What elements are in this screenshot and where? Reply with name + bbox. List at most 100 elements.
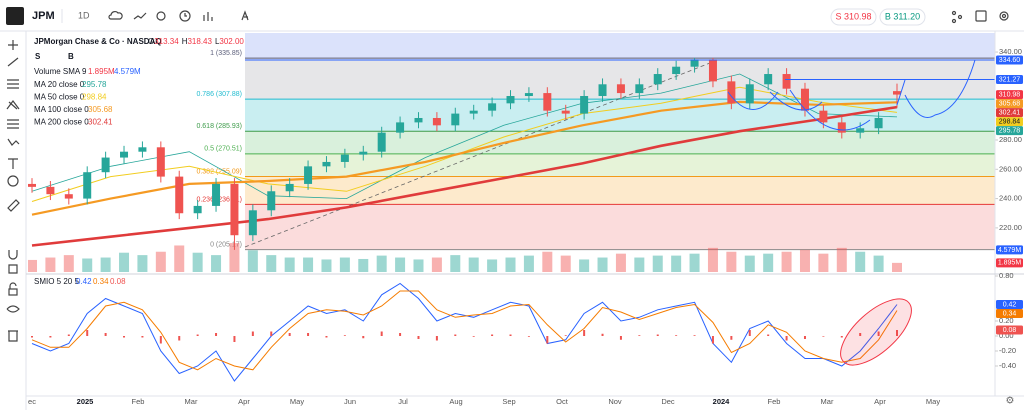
histogram-bar [67, 334, 70, 336]
candle-body [672, 66, 681, 75]
volume-badge [996, 258, 1023, 268]
histogram-bar [233, 336, 236, 342]
histogram-bar [380, 331, 383, 336]
candle-body [708, 59, 717, 82]
buy-price[interactable]: B 311.20 [885, 11, 920, 21]
price-badge-label: 321.27 [999, 76, 1021, 83]
x-tick-label: Jun [344, 397, 356, 406]
histogram-bar [362, 336, 365, 339]
y-tick-label: 220.00 [999, 223, 1022, 232]
indicator-title: SMIO 5 20 5 [34, 277, 79, 286]
ma-legend-value: 302.41 [88, 118, 113, 127]
candle-body [377, 132, 386, 152]
histogram-bar [509, 334, 512, 336]
candle-body [782, 74, 791, 89]
histogram-bar [619, 336, 622, 340]
highlight-drawing [840, 298, 912, 366]
fib-band [245, 33, 995, 59]
interval[interactable]: 1D [78, 10, 90, 20]
candle-body [156, 147, 165, 177]
drawing-tools[interactable] [6, 40, 20, 342]
histogram-bar [196, 334, 199, 336]
candle-body [580, 96, 589, 114]
candle-body [396, 122, 405, 133]
x-tick-label: Apr [238, 397, 250, 406]
price-badge [996, 108, 1023, 118]
volume-bar [303, 257, 314, 272]
volume-bar [431, 257, 442, 272]
histogram-bar [601, 333, 604, 336]
volume-bar [487, 259, 498, 272]
histogram-bar [583, 330, 586, 336]
candle-body [46, 186, 55, 195]
histogram-bar [417, 336, 420, 339]
price-badge [996, 117, 1023, 127]
indicator-plot [31, 282, 912, 382]
x-tick-label: 2025 [77, 397, 94, 406]
fib-band [245, 153, 995, 177]
ohlc-key: O [148, 37, 154, 46]
sell-price[interactable]: S 310.98 [835, 11, 871, 21]
histogram-bar [472, 336, 475, 337]
candle-body [101, 157, 110, 173]
histogram-bar [896, 330, 898, 336]
sell-tag[interactable]: S [35, 52, 41, 61]
window-icons[interactable] [951, 10, 1009, 24]
volume-bar [266, 255, 277, 272]
candle-body [83, 172, 92, 199]
indicator-badge-label: 0.08 [1003, 327, 1017, 334]
indicator-badge [996, 325, 1023, 335]
histogram-bar [454, 334, 457, 336]
ohlc-value: 318.43 [187, 37, 212, 46]
histogram-bar [325, 336, 328, 338]
candle-body [598, 84, 607, 97]
x-tick-label: May [926, 397, 940, 406]
candle-body [543, 93, 552, 111]
fib-label: 0.5 (270.51) [204, 146, 242, 153]
candle-body [653, 74, 662, 85]
settings-icon[interactable]: ⚙ [1006, 396, 1015, 407]
histogram-bar [675, 335, 678, 336]
x-tick-label: Oct [556, 397, 569, 406]
volume-bar [137, 255, 148, 272]
price-plot: 1 (335.85) 0.786 (307.88) 0.618 (285.93) 0.… [28, 33, 995, 272]
price-badge [996, 90, 1023, 100]
price-badge [996, 99, 1023, 109]
volume-bar [818, 253, 829, 272]
price-badge-label: 334.60 [999, 57, 1021, 64]
indicator-badge [996, 309, 1023, 318]
histogram-bar [141, 336, 144, 338]
histogram-bar [307, 333, 310, 336]
candle-body [340, 154, 349, 162]
volume-legend-value: 1.895M [88, 67, 115, 76]
toolbar-icons[interactable] [108, 10, 249, 22]
volume-bar [892, 262, 902, 272]
candle-body [138, 147, 147, 152]
volume-bar [799, 249, 810, 272]
ohlc-value: 302.00 [219, 37, 244, 46]
candle-body [432, 117, 441, 126]
buy-tag[interactable]: B [68, 52, 74, 61]
buy-button[interactable] [879, 8, 926, 26]
x-tick-label: Dec [661, 397, 675, 406]
sell-button[interactable] [830, 8, 877, 26]
indicator-value: 0.08 [110, 277, 126, 286]
logo[interactable] [6, 7, 24, 25]
volume-bar [523, 255, 534, 272]
volume-badge-label: 1.895M [998, 260, 1022, 267]
y-tick-label: 280.00 [999, 135, 1022, 144]
x-tick-label: Feb [768, 397, 781, 406]
volume-bar [28, 259, 37, 272]
y-tick-label: 340.00 [999, 47, 1022, 56]
y-tick-label: -0.40 [999, 361, 1016, 370]
histogram-bar [270, 331, 273, 336]
fib-band [245, 204, 995, 250]
candle-body [28, 183, 36, 187]
volume-bar [413, 259, 424, 272]
histogram-bar [435, 336, 438, 341]
indicator-line [31, 290, 898, 371]
fib-band [245, 99, 995, 132]
symbol[interactable]: JPM [32, 10, 55, 22]
